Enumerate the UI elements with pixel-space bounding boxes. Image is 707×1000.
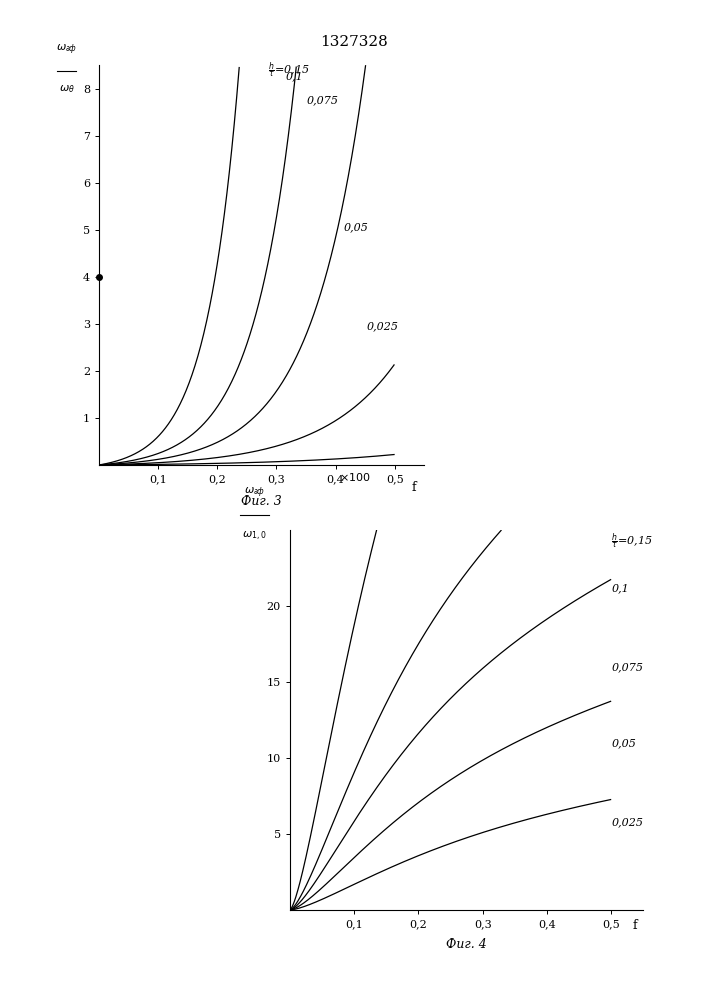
Text: $\frac{h}{\tau}$=0,15: $\frac{h}{\tau}$=0,15 [267, 61, 309, 81]
Text: f: f [633, 919, 638, 932]
Text: f: f [411, 481, 416, 494]
Text: 0,1: 0,1 [285, 71, 303, 81]
Text: $\omega_{\partial\!ф}$: $\omega_{\partial\!ф}$ [245, 485, 264, 500]
Text: $\frac{h}{\tau}$=0,15: $\frac{h}{\tau}$=0,15 [612, 532, 653, 552]
Text: $\times 100$: $\times 100$ [339, 471, 371, 483]
Text: Фиг. 3: Фиг. 3 [241, 495, 282, 508]
Text: 0,05: 0,05 [612, 738, 636, 748]
Text: 0,075: 0,075 [612, 662, 643, 672]
Text: 0,025: 0,025 [367, 321, 399, 331]
Text: 0,025: 0,025 [612, 817, 643, 827]
Text: $\omega_{\theta}$: $\omega_{\theta}$ [59, 83, 74, 95]
Text: 0,1: 0,1 [612, 583, 629, 593]
Text: 1327328: 1327328 [320, 35, 387, 49]
Text: $\omega_{1,0}$: $\omega_{1,0}$ [243, 530, 267, 543]
Text: 0,05: 0,05 [343, 222, 368, 232]
Text: $\omega_{\partial\!ф}$: $\omega_{\partial\!ф}$ [57, 43, 76, 57]
Text: 0,075: 0,075 [307, 95, 339, 105]
Text: Фиг. 4: Фиг. 4 [446, 938, 487, 951]
